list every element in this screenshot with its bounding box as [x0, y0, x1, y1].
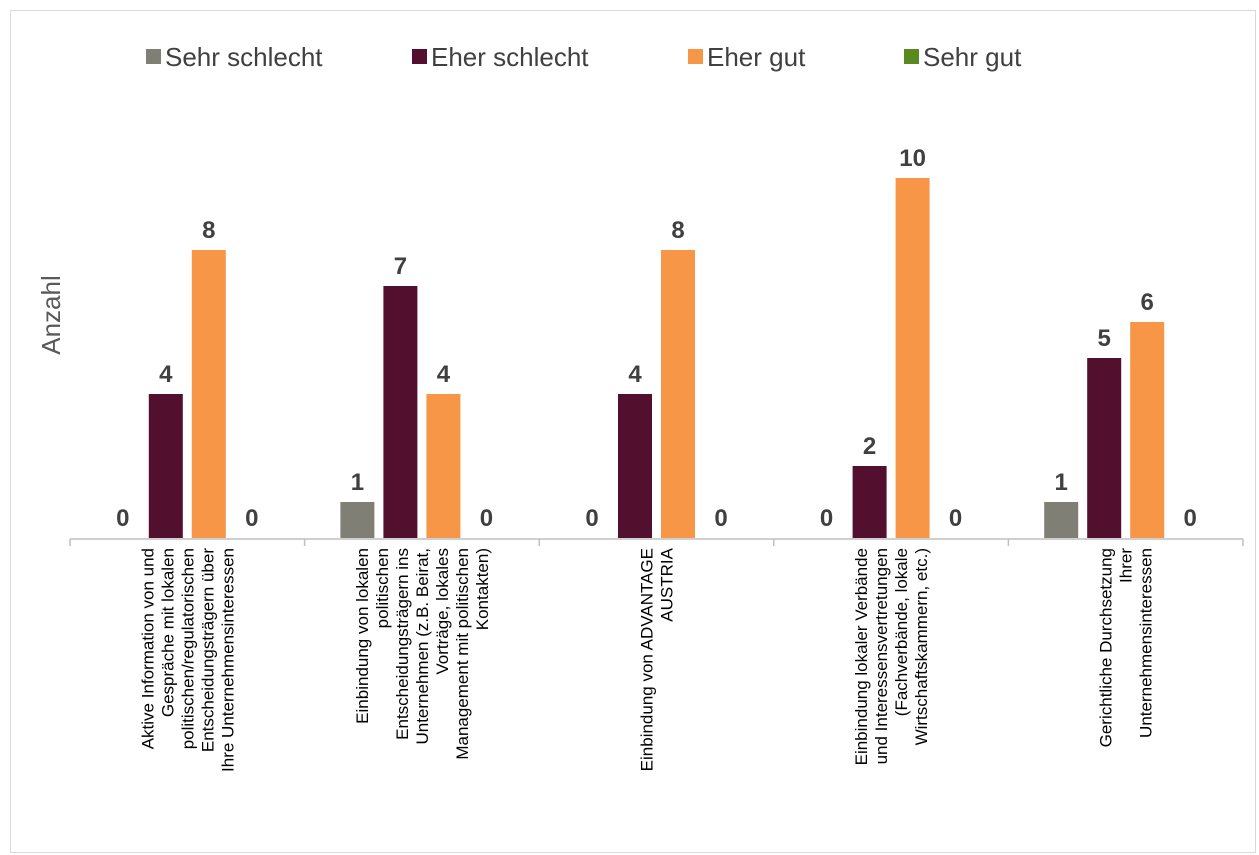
bar-1-2: [426, 394, 461, 538]
x-tick-label-line: Entscheidungsträgern ins: [393, 548, 412, 740]
data-label-3-3: 0: [949, 505, 962, 532]
data-label-0-2: 8: [202, 217, 215, 244]
bar-2-1: [618, 394, 652, 538]
data-label-2-1: 4: [628, 361, 642, 388]
legend-swatch-0: [146, 49, 161, 64]
x-tick-label-line: Wirtschaftskammern, etc.): [912, 548, 931, 745]
data-label-0-3: 0: [245, 505, 258, 532]
bar-4-2: [1130, 322, 1165, 538]
data-label-2-3: 0: [714, 505, 727, 532]
data-label-0-0: 0: [116, 505, 129, 532]
x-tick-label-4: Gerichtliche Durchsetzung Ihrer Unternehme…: [1097, 548, 1156, 748]
data-label-4-0: 1: [1055, 469, 1068, 496]
bar-3-2: [895, 178, 930, 538]
x-tick-label-line: Einbindung lokaler Verbände: [852, 548, 871, 765]
x-axis: [69, 538, 1244, 546]
bar-2-2: [661, 250, 695, 538]
x-tick-label-0: Aktive Information von und Gespräche mit …: [138, 548, 237, 772]
legend: Sehr schlecht Eher schlecht Eher gut Sehr g…: [146, 42, 1022, 72]
bar-1-1: [383, 286, 418, 538]
x-tick-label-line: Entscheidungsträgern über: [198, 548, 217, 752]
x-tick-label-line: Unternehmen (z.B. Beirat,: [413, 548, 432, 745]
x-tick-label-line: Kontakten): [473, 548, 492, 630]
data-label-1-1: 7: [394, 253, 407, 280]
x-tick-label-line: Unternehmensinteressen: [1137, 548, 1156, 738]
x-tick-label-line: Ihrer: [1117, 548, 1136, 583]
legend-label-1: Eher schlecht: [431, 42, 589, 72]
x-tick-label-line: Gerichtliche Durchsetzung: [1097, 548, 1116, 747]
data-label-0-1: 4: [159, 361, 173, 388]
data-label-1-0: 1: [351, 469, 364, 496]
legend-label-0: Sehr schlecht: [165, 42, 323, 72]
legend-swatch-1: [412, 49, 427, 64]
bar-3-1: [852, 466, 887, 538]
data-label-3-1: 2: [863, 433, 876, 460]
x-tick-label-3: Einbindung lokaler Verbände und Interesse…: [852, 548, 931, 765]
x-tick-label-line: Einbindung von ADVANTAGE: [638, 548, 657, 771]
bar-1-0: [340, 502, 375, 538]
data-label-4-3: 0: [1184, 505, 1197, 532]
x-tick-label-line: Gespräche mit lokalen: [158, 548, 177, 717]
legend-label-3: Sehr gut: [923, 42, 1022, 72]
y-axis-title: Anzahl: [36, 275, 66, 355]
x-tick-label-line: und Interessensvertretungen: [872, 548, 891, 764]
x-tick-label-line: AUSTRIA: [658, 547, 677, 621]
data-label-1-2: 4: [437, 361, 451, 388]
data-label-4-1: 5: [1098, 325, 1111, 352]
x-tick-label-2: Einbindung von ADVANTAGE AUSTRIA: [638, 547, 677, 771]
legend-swatch-2: [688, 49, 703, 64]
x-tick-label-line: politischen: [373, 548, 392, 628]
category-labels: Aktive Information von und Gespräche mit …: [138, 547, 1155, 772]
x-tick-label-line: Ihre Unternehmensinteressen: [218, 548, 237, 772]
bar-0-2: [191, 250, 226, 538]
legend-label-2: Eher gut: [707, 42, 806, 72]
x-tick-label-1: Einbindung von lokalen politischen Entsche…: [353, 548, 492, 760]
bar-0-1: [148, 394, 183, 538]
value-labels: 0 4 8 0 1 7 4 0 0 4 8 0 0 2 10 0 1 5 6 0: [116, 145, 1197, 532]
x-tick-label-line: Management mit politischen: [453, 548, 472, 760]
data-label-3-2: 10: [899, 145, 926, 172]
data-label-2-2: 8: [671, 217, 684, 244]
data-label-2-0: 0: [585, 505, 598, 532]
data-label-4-2: 6: [1141, 289, 1154, 316]
data-label-3-0: 0: [820, 505, 833, 532]
data-label-1-3: 0: [480, 505, 493, 532]
legend-swatch-3: [904, 49, 919, 64]
x-tick-label-line: Einbindung von lokalen: [353, 548, 372, 724]
x-tick-label-line: (Fachverbände, lokale: [892, 548, 911, 716]
x-tick-label-line: Vorträge, lokales: [433, 548, 452, 675]
x-tick-label-line: Aktive Information von und: [138, 548, 157, 749]
bar-4-0: [1044, 502, 1079, 538]
x-tick-label-line: politischen/regulatorischen: [178, 548, 197, 749]
bar-4-1: [1087, 358, 1122, 538]
bars: [148, 178, 1165, 538]
